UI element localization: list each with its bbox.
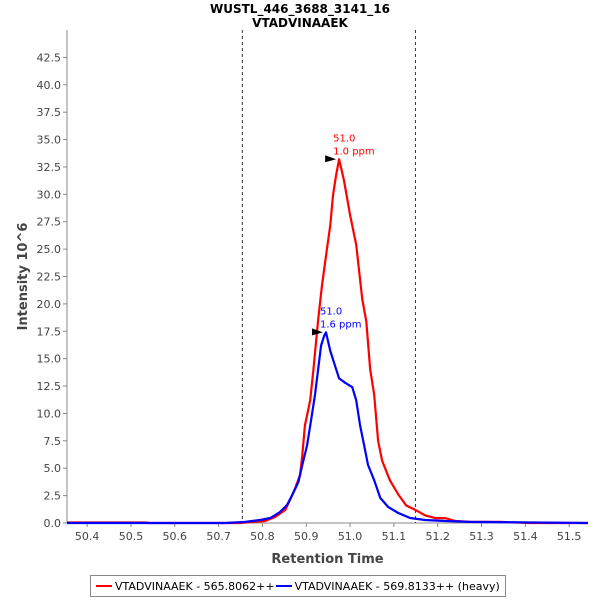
chart-subtitle: VTADVINAAEK: [252, 16, 348, 30]
chart-title: WUSTL_446_3688_3141_16: [210, 2, 390, 16]
y-tick-label: 42.5: [37, 51, 62, 64]
y-tick-label: 37.5: [37, 106, 62, 119]
peak-rt-label: 51.0: [333, 133, 355, 144]
x-tick-label: 51.3: [469, 530, 494, 543]
y-tick-label: 25.0: [37, 243, 62, 256]
y-tick-label: 35.0: [37, 134, 62, 147]
y-tick-label: 5.0: [44, 462, 62, 475]
y-tick-label: 40.0: [37, 79, 62, 92]
legend-label-heavy: VTADVINAAEK - 569.8133++ (heavy): [294, 579, 500, 593]
y-tick-label: 17.5: [37, 325, 62, 338]
y-tick-label: 7.5: [44, 435, 62, 448]
x-tick-label: 51.2: [425, 530, 450, 543]
y-tick-label: 2.5: [44, 490, 62, 503]
x-tick-label: 50.4: [75, 530, 100, 543]
peak-marker-icon: [311, 328, 323, 336]
series-line-1: [67, 331, 589, 525]
peak-rt-label: 51.0: [320, 306, 342, 317]
legend-label-light: VTADVINAAEK - 565.8062++: [115, 579, 275, 593]
x-tick-label: 50.5: [119, 530, 144, 543]
y-axis-label: Intensity 10^6: [16, 223, 31, 331]
y-tick-label: 20.0: [37, 298, 62, 311]
y-tick-label: 32.5: [37, 161, 62, 174]
plot-background: [67, 30, 588, 523]
peak-ppm-label: 1.6 ppm: [320, 319, 362, 330]
x-tick-label: 51.1: [382, 530, 407, 543]
x-tick-label: 50.7: [206, 530, 231, 543]
y-tick-label: 30.0: [37, 188, 62, 201]
legend-swatch-heavy: [275, 585, 292, 587]
x-tick-label: 50.8: [250, 530, 275, 543]
y-tick-label: 10.0: [37, 407, 62, 420]
y-tick-label: 12.5: [37, 380, 62, 393]
y-tick-label: 15.0: [37, 353, 62, 366]
x-tick-label: 50.9: [294, 530, 319, 543]
x-tick-label: 51.5: [557, 530, 582, 543]
peak-marker-icon: [325, 155, 337, 163]
y-tick-label: 0.0: [44, 517, 62, 530]
x-tick-label: 51.4: [513, 530, 538, 543]
legend-swatch-light: [96, 585, 112, 587]
x-tick-label: 51.0: [338, 530, 363, 543]
x-tick-label: 50.6: [163, 530, 188, 543]
legend: VTADVINAAEK - 565.8062++ VTADVINAAEK - 5…: [90, 575, 506, 597]
y-tick-label: 27.5: [37, 216, 62, 229]
y-tick-label: 22.5: [37, 271, 62, 284]
x-axis-label: Retention Time: [271, 552, 383, 567]
peak-ppm-label: 1.0 ppm: [333, 146, 375, 157]
